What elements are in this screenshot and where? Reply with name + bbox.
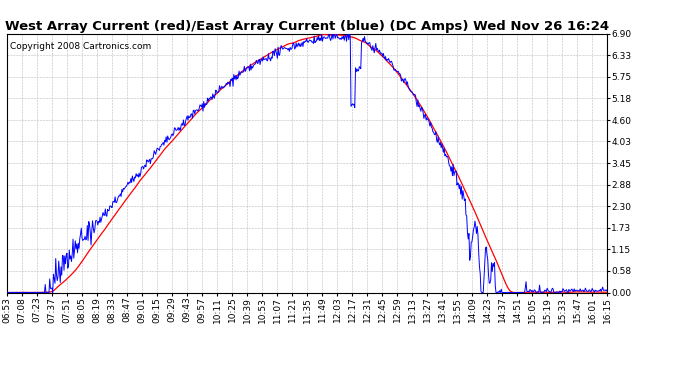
Title: West Array Current (red)/East Array Current (blue) (DC Amps) Wed Nov 26 16:24: West Array Current (red)/East Array Curr… bbox=[5, 20, 609, 33]
Text: Copyright 2008 Cartronics.com: Copyright 2008 Cartronics.com bbox=[10, 42, 151, 51]
